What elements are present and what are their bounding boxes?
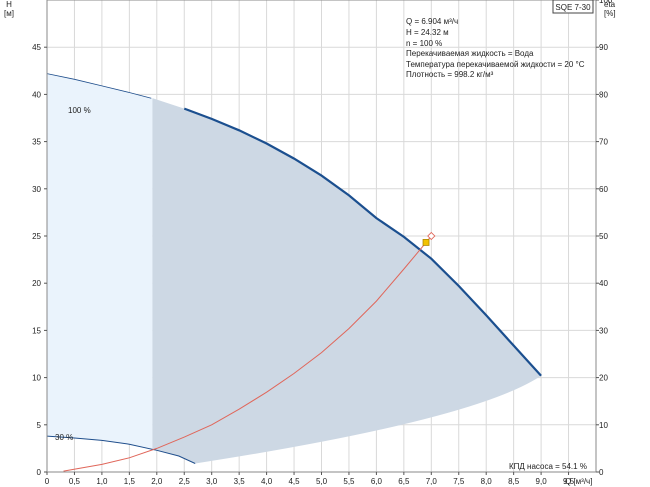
x-tick-label: 6,5 [398,477,410,486]
info-block: Q = 6.904 м³/ч H = 24.32 м n = 100 % Пер… [406,17,585,79]
markers [422,231,436,246]
y-left-tick-label: 5 [37,421,42,430]
y-left-label: H [6,0,12,9]
series-label-100: 100 % [68,106,91,115]
y-left-tick-label: 25 [32,232,41,241]
x-tick-label: 6,0 [371,477,383,486]
series-label-30: 30 % [55,433,73,442]
y-left-tick-label: 15 [32,326,41,335]
operating-range-area [152,98,542,464]
x-tick-label: 1,0 [96,477,108,486]
info-line: n = 100 % [406,39,442,48]
x-tick-label: 3,5 [234,477,246,486]
x-tick-label: 0,5 [69,477,81,486]
info-line: Температура перекачиваемой жидкости = 20… [406,60,585,69]
y-left-tick-label: 0 [37,468,42,477]
x-tick-label: 7,0 [426,477,438,486]
y-left-tick-label: 45 [32,43,41,52]
efficiency-point-marker [427,231,436,241]
x-axis-label: Q [м³/ч] [565,477,592,486]
y-right-tick-label: 100 [599,0,613,5]
x-tick-label: 4,5 [288,477,300,486]
x-tick-label: 9,0 [536,477,548,486]
y-right-tick-label: 0 [599,468,604,477]
axis-ticks: 0 0,5 1,0 1,5 2,0 2,5 3,0 3,5 4,0 4,5 5,0 5,5 6,0 6,5… [32,0,613,486]
y-right-tick-label: 60 [599,185,608,194]
y-right-label: eta [604,0,616,9]
x-tick-label: 2,0 [151,477,163,486]
qh-curve-30 [46,435,196,464]
x-tick-label: 2,5 [179,477,191,486]
curves [46,73,542,472]
x-tick-label: 8,5 [508,477,520,486]
efficiency-label: КПД насоса = 54.1 % [509,462,587,471]
x-tick-label: 7,5 [453,477,465,486]
info-line: Плотность = 998.2 кг/м³ [406,70,494,79]
y-right-tick-label: 30 [599,326,608,335]
info-line: Перекачиваемая жидкость = Вода [406,49,534,58]
info-line: Q = 6.904 м³/ч [406,17,458,26]
pump-model-frame [552,0,594,14]
y-right-tick-label: 10 [599,421,608,430]
pump-model-box: SQE 7-30 [552,0,594,14]
y-left-tick-label: 30 [32,185,41,194]
pump-model-label: SQE 7-30 [555,3,591,12]
y-right-tick-label: 50 [599,232,608,241]
y-right-unit: [%] [604,9,616,18]
x-tick-label: 8,0 [481,477,493,486]
y-left-tick-label: 35 [32,138,41,147]
y-left-unit: [м] [4,9,14,18]
x-tick-label: 0 [45,477,50,486]
operating-range-fill [47,73,542,464]
y-right-tick-label: 40 [599,279,608,288]
qh-curve-100-thin [46,73,152,99]
x-tick-label: 5,0 [316,477,328,486]
x-tick-label: 1,5 [124,477,136,486]
x-tick-label: 3,0 [206,477,218,486]
x-tick-label: 5,5 [343,477,355,486]
efficiency-curve [63,235,432,472]
x-tick-label: 9,5 [563,477,575,486]
operating-point-marker [422,239,430,246]
extended-range-area [47,73,153,451]
x-tick-label: 4,0 [261,477,273,486]
y-left-tick-label: 10 [32,374,41,383]
qh-curve-100 [183,107,542,377]
info-line: H = 24.32 м [406,28,449,37]
y-right-tick-label: 90 [599,43,608,52]
y-right-tick-label: 80 [599,90,608,99]
y-right-tick-label: 70 [599,138,608,147]
y-left-tick-label: 20 [32,279,41,288]
y-left-tick-label: 40 [32,90,41,99]
y-right-tick-label: 20 [599,374,608,383]
